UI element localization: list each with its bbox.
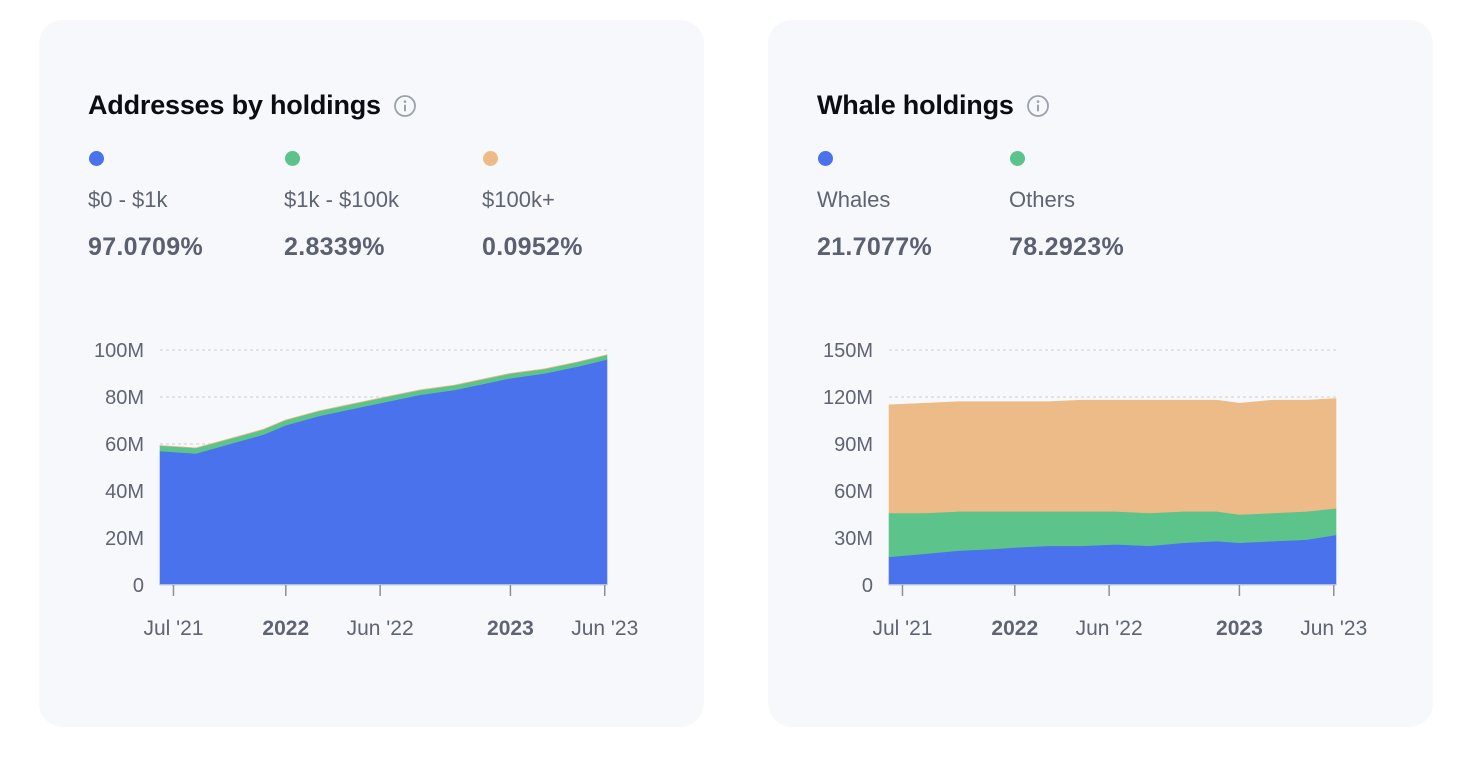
legend-item: Others 78.2923% [1009, 151, 1209, 262]
y-tick-label: 90M [834, 434, 873, 456]
x-tick-label: Jul '21 [143, 617, 203, 640]
whale-holdings-card: Whale holdings Whales 21.7077% Others 78… [768, 20, 1433, 727]
y-tick-label: 60M [105, 434, 144, 456]
card-title-row: Whale holdings [817, 90, 1050, 121]
legend-label: Others [1009, 187, 1076, 212]
legend-dot [483, 151, 498, 166]
legend-item: $0 - $1k 97.0709% [88, 151, 284, 262]
y-tick-label: 150M [823, 340, 873, 362]
addresses-area-chart: 0 20M 40M 60M 80M 100M Jul '21 2022 Jun '22 2023 J… [94, 340, 638, 640]
legend-label: $100k+ [482, 187, 555, 212]
y-tick-label: 60M [834, 481, 873, 503]
addresses-by-holdings-card: Addresses by holdings $0 - $1k 97.0709% … [39, 20, 704, 727]
legend-item: $100k+ 0.0952% [482, 151, 642, 262]
card-title: Addresses by holdings [88, 90, 381, 120]
x-tick-label: 2022 [991, 617, 1038, 640]
series-area [159, 354, 608, 449]
y-tick-label: 0 [133, 575, 144, 597]
y-tick-label: 30M [834, 528, 873, 550]
legend-value: 0.0952% [482, 233, 583, 261]
series-area [888, 398, 1337, 515]
series-area [159, 359, 608, 586]
legend-value: 78.2923% [1009, 233, 1124, 261]
legend-dot [285, 151, 300, 166]
legend: Whales 21.7077% Others 78.2923% [817, 151, 1209, 262]
legend-dot [1010, 151, 1025, 166]
legend-dot [818, 151, 833, 166]
whale-holdings-area-chart: 0 30M 60M 90M 120M 150M Jul '21 2022 Jun '22 2023… [823, 340, 1367, 640]
y-tick-label: 100M [94, 340, 144, 362]
legend-item: $1k - $100k 2.8339% [284, 151, 482, 262]
card-title: Whale holdings [817, 90, 1014, 120]
x-tick-label: Jun '22 [1076, 617, 1143, 640]
y-tick-label: 40M [105, 481, 144, 503]
y-tick-label: 0 [862, 575, 873, 597]
card-title-row: Addresses by holdings [88, 90, 417, 121]
legend-label: $0 - $1k [88, 187, 168, 212]
legend: $0 - $1k 97.0709% $1k - $100k 2.8339% $1… [88, 151, 642, 262]
x-tick-label: Jun '22 [347, 617, 414, 640]
x-tick-label: 2022 [262, 617, 309, 640]
x-tick-label: Jul '21 [872, 617, 932, 640]
x-tick-label: 2023 [1216, 617, 1263, 640]
x-tick-label: Jun '23 [1300, 617, 1367, 640]
info-icon[interactable] [1026, 94, 1050, 118]
x-tick-label: 2023 [487, 617, 534, 640]
legend-dot [89, 151, 104, 166]
y-tick-label: 20M [105, 528, 144, 550]
y-tick-label: 80M [105, 387, 144, 409]
legend-value: 21.7077% [817, 233, 932, 261]
legend-label: $1k - $100k [284, 187, 399, 212]
legend-value: 97.0709% [88, 233, 203, 261]
x-tick-label: Jun '23 [571, 617, 638, 640]
y-tick-label: 120M [823, 387, 873, 409]
legend-item: Whales 21.7077% [817, 151, 1009, 262]
legend-label: Whales [817, 187, 891, 212]
legend-value: 2.8339% [284, 233, 385, 261]
info-icon[interactable] [393, 94, 417, 118]
